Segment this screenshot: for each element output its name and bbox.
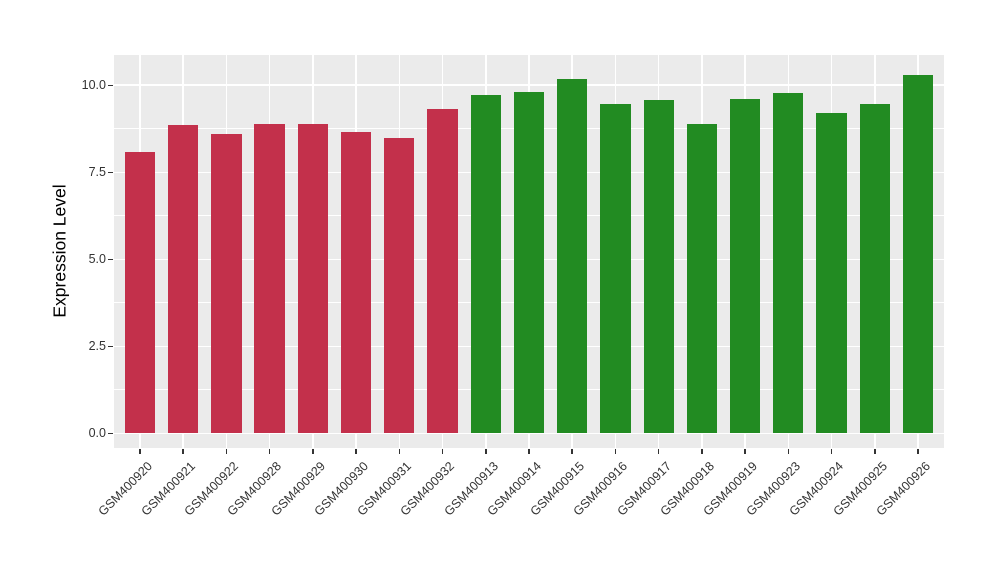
x-tick-mark — [225, 449, 228, 454]
bar-GSM400917 — [643, 99, 674, 434]
x-tick-mark — [182, 449, 184, 454]
bar-GSM400921 — [168, 125, 199, 434]
x-tick-mark — [139, 449, 141, 454]
bar-GSM400926 — [902, 74, 934, 434]
x-tick-mark — [398, 449, 401, 454]
y-tick-mark — [108, 345, 113, 348]
bar-GSM400918 — [686, 123, 718, 434]
x-tick-mark — [874, 449, 876, 454]
bar-GSM400915 — [557, 79, 588, 434]
x-tick-mark — [528, 449, 530, 454]
bar-GSM400930 — [340, 131, 372, 434]
x-tick-mark — [614, 449, 617, 454]
x-tick-mark — [657, 449, 660, 454]
y-tick-mark — [108, 258, 113, 261]
y-tick-label: 5.0 — [88, 252, 106, 267]
bar-GSM400928 — [254, 124, 285, 434]
y-tick-label: 0.0 — [88, 426, 106, 441]
bar-GSM400924 — [816, 113, 847, 434]
x-tick-mark — [830, 449, 833, 454]
y-tick-mark — [108, 171, 113, 174]
x-tick-mark — [485, 449, 487, 454]
bar-GSM400914 — [513, 92, 545, 434]
bar-GSM400920 — [124, 152, 156, 434]
bar-GSM400931 — [384, 137, 415, 434]
x-tick-mark — [312, 449, 314, 454]
y-tick-mark — [108, 432, 113, 435]
x-tick-mark — [571, 449, 573, 454]
bar-GSM400919 — [730, 99, 761, 434]
y-tick-label: 2.5 — [88, 339, 106, 354]
y-tick-mark — [108, 84, 113, 87]
x-tick-mark — [355, 449, 357, 454]
x-tick-mark — [268, 449, 271, 454]
bar-GSM400925 — [859, 103, 890, 434]
x-tick-mark — [441, 449, 444, 454]
x-tick-mark — [787, 449, 790, 454]
bar-GSM400913 — [470, 94, 501, 434]
bar-GSM400923 — [773, 92, 804, 434]
x-tick-mark — [744, 449, 746, 454]
x-tick-mark — [917, 449, 919, 454]
bar-GSM400929 — [297, 123, 328, 434]
y-tick-label: 7.5 — [88, 165, 106, 180]
bar-GSM400932 — [427, 108, 458, 434]
bar-GSM400922 — [211, 133, 242, 434]
x-tick-mark — [701, 449, 703, 454]
bar-GSM400916 — [600, 104, 631, 434]
y-tick-label: 10.0 — [81, 78, 106, 93]
